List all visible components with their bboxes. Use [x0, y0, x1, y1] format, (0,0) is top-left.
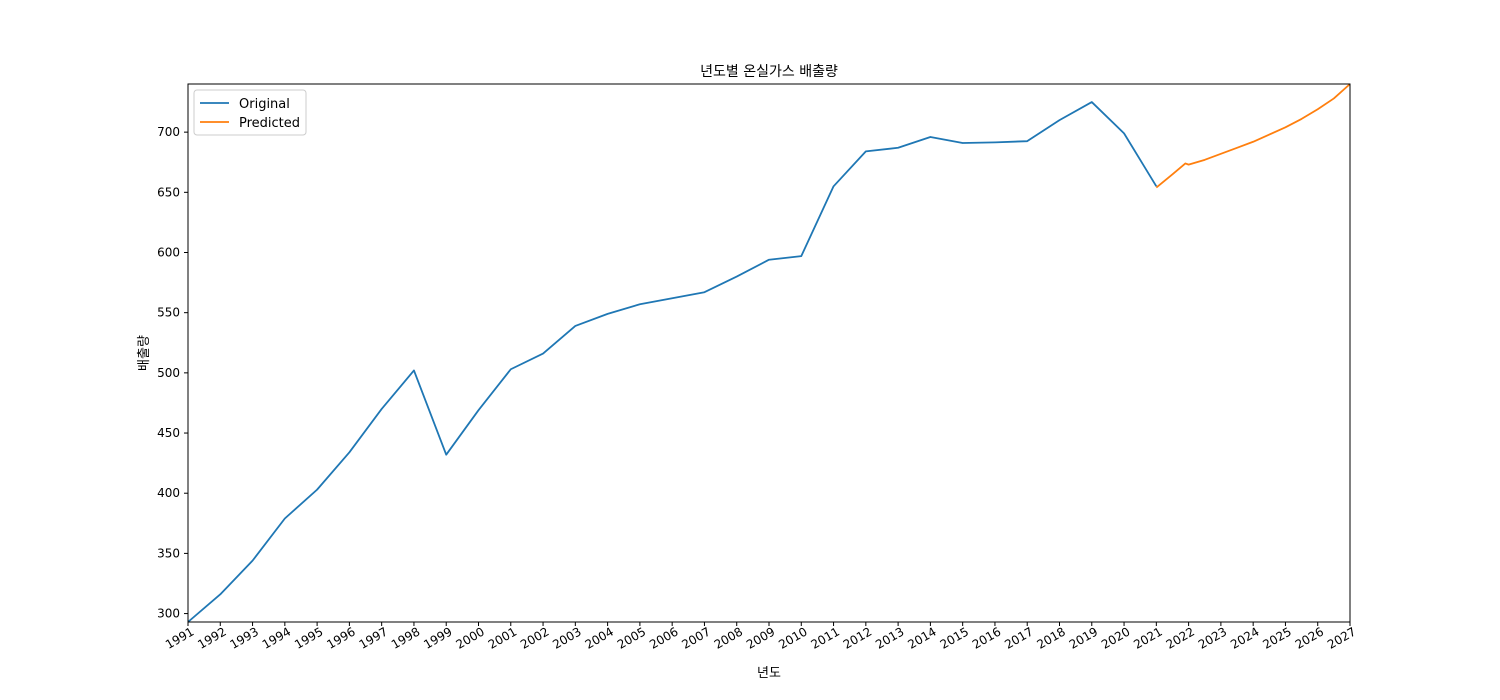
y-tick-label: 650 — [157, 185, 180, 199]
x-tick-label: 2011 — [809, 624, 842, 651]
series-line-original — [187, 101, 1158, 623]
x-tick-label: 1991 — [163, 624, 196, 651]
x-tick-label: 2008 — [712, 624, 745, 651]
x-tick-label: 2026 — [1293, 624, 1326, 651]
x-axis-label: 년도 — [757, 666, 781, 681]
y-tick-label: 350 — [157, 546, 180, 560]
x-tick-label: 1999 — [421, 624, 454, 651]
x-tick-label: 1997 — [357, 624, 390, 651]
chart-title: 년도별 온실가스 배출량 — [700, 64, 838, 80]
x-tick-label: 2010 — [776, 624, 809, 651]
x-tick-label: 1992 — [195, 624, 228, 651]
y-tick-label: 300 — [157, 607, 180, 621]
x-tick-label: 2019 — [1067, 624, 1100, 651]
x-tick-label: 1998 — [389, 624, 422, 651]
y-tick-label: 550 — [157, 306, 180, 320]
x-tick-label: 2005 — [615, 624, 648, 651]
plot-frame — [187, 83, 1351, 623]
x-tick-label: 2025 — [1260, 624, 1293, 651]
x-tick-label: 2004 — [583, 624, 616, 651]
x-tick-label: 2003 — [550, 624, 583, 651]
x-tick-label: 2021 — [1131, 624, 1164, 651]
x-tick-label: 1995 — [292, 624, 325, 651]
x-tick-label: 2014 — [905, 624, 938, 651]
x-tick-label: 2009 — [744, 624, 777, 651]
x-tick-label: 2015 — [938, 624, 971, 651]
x-tick-label: 2001 — [486, 624, 519, 651]
x-tick-label: 2002 — [518, 624, 551, 651]
x-tick-label: 2020 — [1099, 624, 1132, 651]
legend-box — [193, 89, 307, 136]
plot-series — [187, 83, 1351, 623]
y-tick-label: 700 — [157, 125, 180, 139]
legend: Original Predicted — [193, 89, 307, 136]
y-tick-label: 450 — [157, 426, 180, 440]
x-tick-label: 2023 — [1196, 624, 1229, 651]
x-tick-label: 2022 — [1164, 624, 1197, 651]
series-line-predicted — [1155, 83, 1351, 189]
x-tick-label: 1994 — [260, 624, 293, 651]
x-tick-label: 1996 — [324, 624, 357, 651]
x-tick-label: 2027 — [1325, 624, 1358, 651]
x-tick-label: 2006 — [647, 624, 680, 651]
x-tick-label: 2007 — [679, 624, 712, 651]
x-tick-label: 1993 — [228, 624, 261, 651]
x-axis-ticks: 1991199219931994199519961997199819992000… — [163, 622, 1358, 652]
x-tick-label: 2013 — [873, 624, 906, 651]
x-tick-label: 2012 — [841, 624, 874, 651]
y-axis-label: 배출량 — [137, 335, 152, 371]
y-tick-label: 600 — [157, 246, 180, 260]
x-tick-label: 2016 — [970, 624, 1003, 651]
x-tick-label: 2000 — [453, 624, 486, 651]
y-tick-label: 400 — [157, 486, 180, 500]
x-tick-label: 2024 — [1228, 624, 1261, 651]
x-tick-label: 2018 — [1034, 624, 1067, 651]
legend-label-original: Original — [239, 97, 290, 112]
y-tick-label: 500 — [157, 366, 180, 380]
x-tick-label: 2017 — [1002, 624, 1035, 651]
y-axis-ticks: 300 350 400 450 500 550 600 650 700 — [157, 125, 188, 621]
legend-label-predicted: Predicted — [239, 116, 300, 131]
